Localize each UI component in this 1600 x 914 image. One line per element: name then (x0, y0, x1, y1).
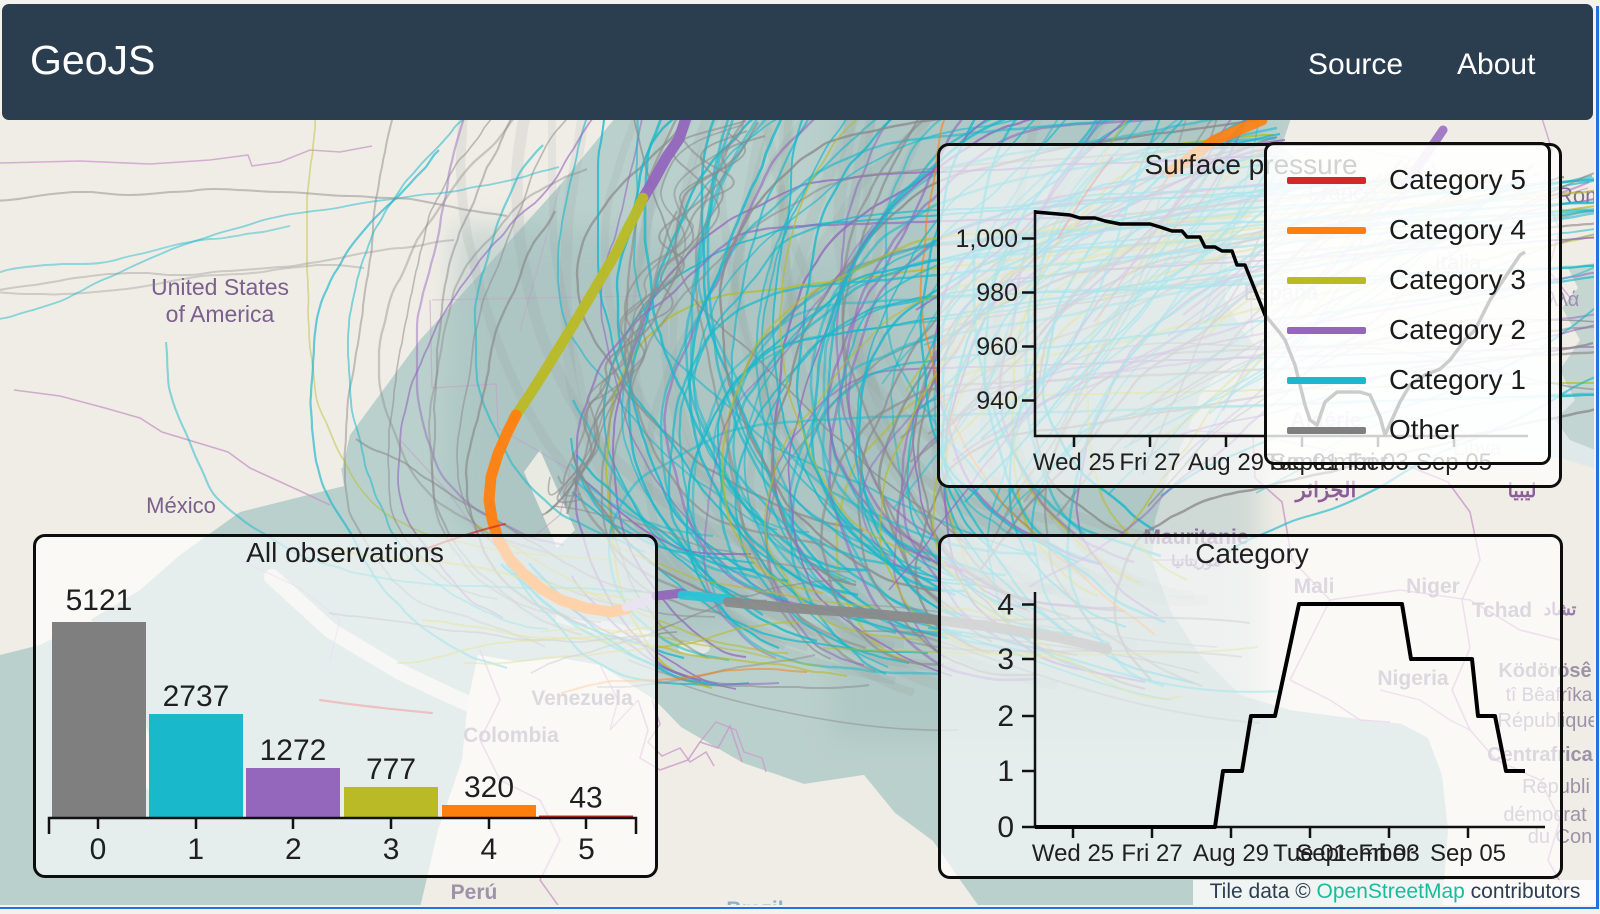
svg-text:Category: Category (1195, 538, 1309, 569)
svg-text:México: México (146, 493, 216, 518)
svg-text:Fri 27: Fri 27 (1121, 840, 1182, 867)
svg-text:43: 43 (569, 782, 602, 815)
svg-text:Wed 25: Wed 25 (1033, 449, 1115, 476)
svg-text:Tue 01: Tue 01 (1273, 840, 1347, 867)
svg-text:0: 0 (997, 811, 1014, 844)
svg-text:0: 0 (90, 833, 107, 866)
svg-text:Brazil: Brazil (726, 898, 783, 905)
svg-text:5: 5 (578, 833, 595, 866)
svg-text:3: 3 (997, 643, 1014, 676)
svg-text:4: 4 (997, 589, 1014, 622)
svg-text:3: 3 (383, 833, 400, 866)
svg-text:1272: 1272 (260, 734, 327, 767)
svg-text:2: 2 (997, 700, 1014, 733)
svg-text:1,000: 1,000 (955, 225, 1018, 253)
svg-text:1: 1 (187, 833, 204, 866)
svg-text:Wed 25: Wed 25 (1032, 840, 1114, 867)
svg-text:940: 940 (976, 387, 1018, 415)
svg-text:777: 777 (366, 753, 416, 786)
svg-text:320: 320 (464, 771, 514, 804)
svg-text:United States: United States (151, 274, 289, 300)
svg-text:of America: of America (166, 301, 275, 327)
svg-text:September: September (1296, 840, 1413, 867)
svg-text:4: 4 (480, 833, 497, 866)
svg-text:1: 1 (997, 755, 1014, 788)
svg-text:Aug 29: Aug 29 (1188, 449, 1264, 476)
svg-text:5121: 5121 (66, 584, 133, 617)
svg-text:2737: 2737 (163, 680, 230, 713)
svg-text:Fri 03: Fri 03 (1358, 840, 1419, 867)
svg-text:Sep 05: Sep 05 (1430, 840, 1506, 867)
svg-text:Fri 27: Fri 27 (1119, 449, 1180, 476)
svg-text:Aug 29: Aug 29 (1193, 840, 1269, 867)
svg-text:All observations: All observations (246, 537, 444, 568)
svg-text:980: 980 (976, 279, 1018, 307)
svg-text:960: 960 (976, 333, 1018, 361)
svg-text:2: 2 (285, 833, 302, 866)
svg-text:Perú: Perú (451, 881, 498, 904)
